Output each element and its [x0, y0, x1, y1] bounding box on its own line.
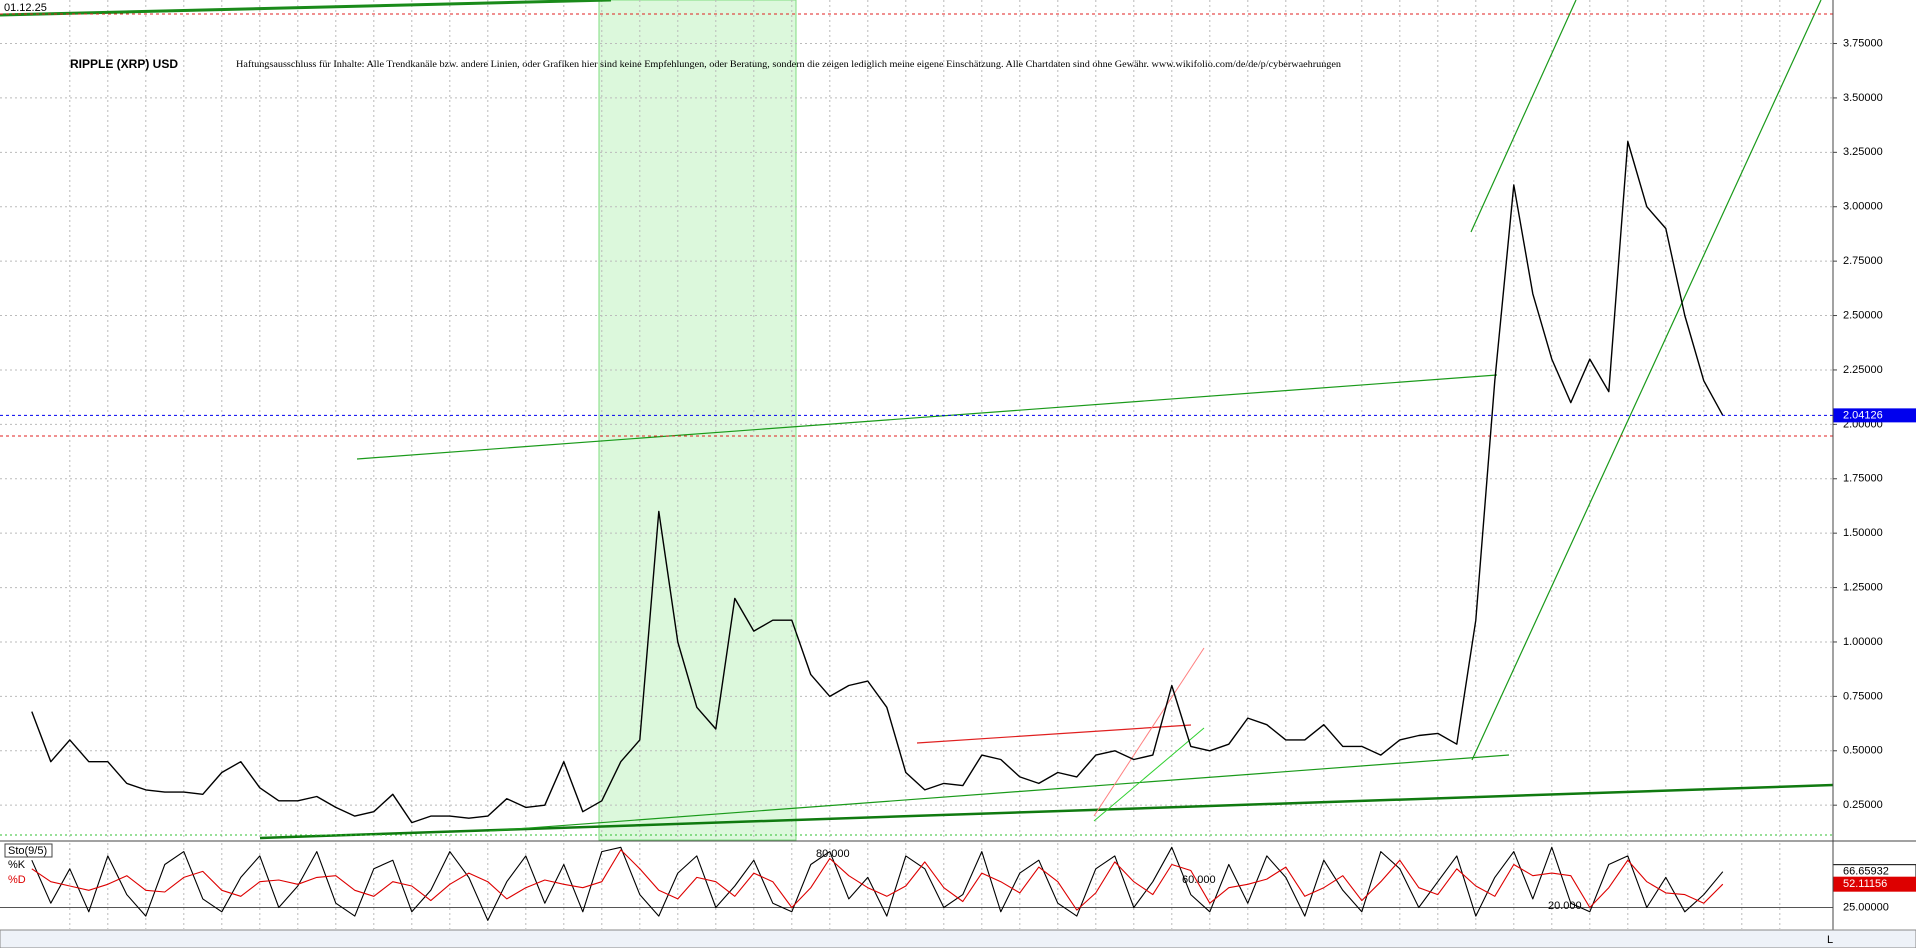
chart-title: RIPPLE (XRP) USD	[70, 57, 178, 71]
line	[31, 849, 1724, 911]
y-tick-label: 1.25000	[1843, 581, 1883, 593]
stoch-annotation: 20.000	[1548, 900, 1582, 912]
legend-label: %D	[8, 874, 26, 886]
trend-line	[916, 724, 1192, 744]
trend-lines	[0, 0, 1834, 840]
stoch-annotation: 80.000	[816, 848, 850, 860]
trend-line	[1093, 647, 1205, 817]
y-tick-label: 2.50000	[1843, 309, 1883, 321]
grid	[0, 0, 1833, 929]
y-tick-label: 1.75000	[1843, 473, 1883, 485]
y-tick-label: 25.00000	[1843, 901, 1889, 913]
last-price-label: 2.04126	[1843, 409, 1883, 421]
trend-line	[1470, 0, 1577, 233]
disclaimer: Haftungsausschluss für Inhalte: Alle Tre…	[236, 59, 1341, 70]
y-tick-label: 2.75000	[1843, 255, 1883, 267]
trend-line	[0, 0, 612, 17]
y-tick-label: 3.00000	[1843, 201, 1883, 213]
y-tick-label: 3.75000	[1843, 37, 1883, 49]
trend-line	[488, 754, 1510, 832]
indicator-box	[4, 843, 53, 858]
highlight-zone	[598, 0, 797, 841]
y-tick-label: 0.75000	[1843, 690, 1883, 702]
last-value-label: 52.11156	[1843, 878, 1887, 890]
indicator-title: Sto(9/5)	[8, 845, 47, 857]
trend-line	[1471, 0, 1822, 761]
stoch-annotation: 60.000	[1182, 874, 1216, 886]
y-tick-label: 3.50000	[1843, 92, 1883, 104]
last-value-label: 66.65932	[1843, 866, 1889, 878]
trend-line	[356, 374, 1498, 460]
line	[31, 140, 1724, 824]
line	[31, 846, 1724, 921]
trend-line	[259, 783, 1834, 840]
y-tick-label: 1.50000	[1843, 527, 1883, 539]
last-price-box	[1833, 408, 1916, 423]
y-tick-label: 0.50000	[1843, 745, 1883, 757]
x-axis-band	[0, 929, 1916, 948]
legend-label: %K	[8, 859, 26, 871]
y-tick-label: 0.25000	[1843, 799, 1883, 811]
trend-line	[1093, 727, 1205, 822]
y-tick-label: 2.25000	[1843, 364, 1883, 376]
axis-corner: L	[1827, 934, 1833, 946]
y-tick-label: 1.00000	[1843, 636, 1883, 648]
y-tick-label: 3.25000	[1843, 146, 1883, 158]
date-label: 01.12.25	[4, 2, 47, 14]
